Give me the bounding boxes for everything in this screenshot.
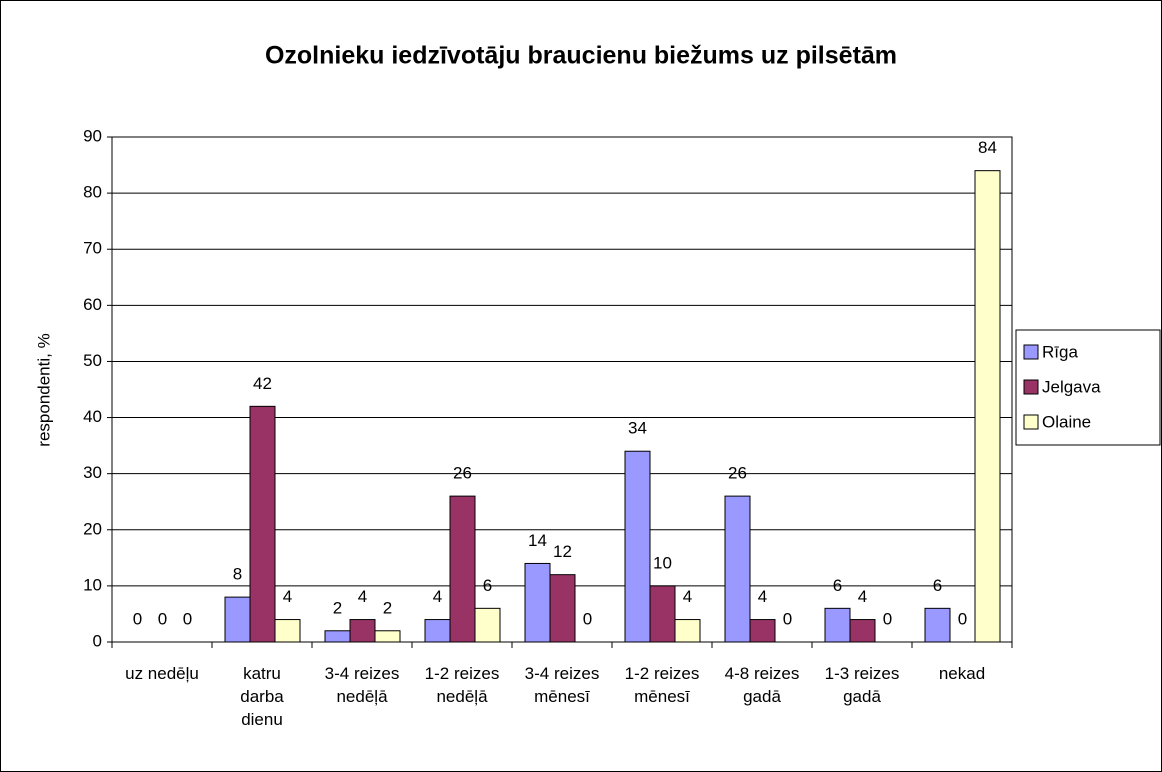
bar (324, 630, 351, 643)
legend-swatch (1023, 344, 1039, 360)
y-tick-label: 30 (83, 463, 102, 482)
x-tick-label: uz nedēļu (125, 664, 199, 683)
legend-label: Rīga (1042, 342, 1078, 361)
value-label: 26 (453, 464, 472, 483)
bar (274, 619, 301, 643)
x-tick-label: katru darba dienu (240, 664, 284, 729)
y-axis-label: respondenti, % (34, 333, 53, 446)
legend-label: Jelgava (1042, 377, 1101, 396)
y-tick-label: 0 (93, 631, 102, 650)
value-label: 0 (958, 609, 967, 628)
y-tick-label: 90 (83, 126, 102, 145)
x-tick-label: 1-3 reizes gadā (824, 664, 900, 706)
y-tick-label: 20 (83, 519, 102, 538)
bar (349, 619, 376, 643)
bar (924, 607, 951, 643)
value-label: 0 (583, 609, 592, 628)
value-label: 84 (978, 138, 997, 157)
value-label: 26 (728, 464, 747, 483)
value-label: 34 (628, 419, 647, 438)
value-label: 4 (683, 587, 692, 606)
value-label: 6 (833, 576, 842, 595)
value-label: 12 (553, 542, 572, 561)
y-tick-label: 10 (83, 575, 102, 594)
value-label: 14 (528, 531, 547, 550)
bar (424, 619, 451, 643)
x-tick-label: 3-4 reizes nedēļā (324, 664, 400, 706)
bar (549, 574, 576, 643)
x-tick-label: 3-4 reizes mēnesī (524, 664, 600, 706)
value-label: 2 (383, 598, 392, 617)
bar (224, 596, 251, 643)
value-label: 4 (283, 587, 292, 606)
bar (524, 562, 551, 643)
x-tick-label: 1-2 reizes nedēļā (424, 664, 500, 706)
legend-label: Olaine (1042, 412, 1091, 431)
y-tick-label: 60 (83, 295, 102, 314)
value-label: 0 (183, 609, 192, 628)
bar (649, 585, 676, 643)
value-label: 4 (758, 587, 767, 606)
value-label: 10 (653, 553, 672, 572)
legend-swatch (1023, 414, 1039, 430)
value-label: 8 (233, 565, 242, 584)
legend-box (1015, 329, 1161, 446)
value-label: 4 (358, 587, 367, 606)
value-label: 4 (858, 587, 867, 606)
value-label: 2 (333, 598, 342, 617)
value-label: 0 (883, 609, 892, 628)
x-tick-label: nekad (938, 664, 986, 683)
bar (674, 619, 701, 643)
value-label: 0 (783, 609, 792, 628)
x-tick-label: 1-2 reizes mēnesī (624, 664, 700, 706)
value-label: 0 (133, 609, 142, 628)
bar (249, 405, 276, 643)
value-label: 6 (483, 576, 492, 595)
bar (749, 619, 776, 643)
legend-swatch (1023, 379, 1039, 395)
bar (849, 619, 876, 643)
bar (474, 607, 501, 643)
bar (824, 607, 851, 643)
value-label: 4 (433, 587, 442, 606)
y-tick-label: 80 (83, 183, 102, 202)
bar (624, 450, 651, 643)
value-label: 6 (933, 576, 942, 595)
bar (374, 630, 401, 643)
bar (724, 495, 751, 643)
chart-title: Ozolnieku iedzīvotāju braucienu biežums … (265, 42, 897, 70)
bar (449, 495, 476, 643)
x-tick-label: 4-8 reizes gadā (724, 664, 800, 706)
y-tick-label: 50 (83, 351, 102, 370)
value-label: 42 (253, 374, 272, 393)
y-tick-label: 70 (83, 239, 102, 258)
y-tick-label: 40 (83, 407, 102, 426)
value-label: 0 (158, 609, 167, 628)
bar (974, 170, 1001, 643)
